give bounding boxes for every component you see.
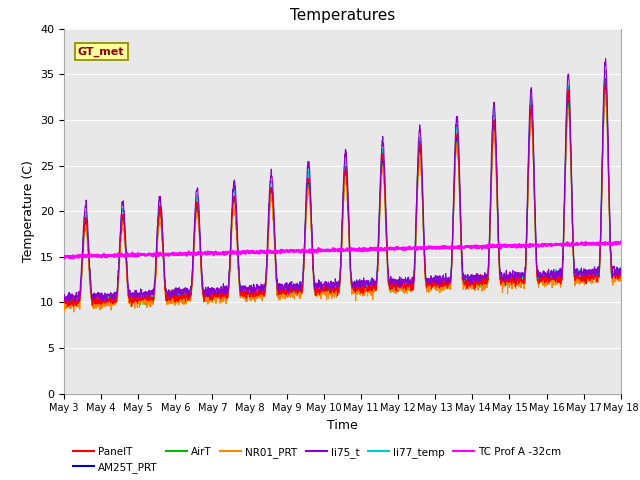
Title: Temperatures: Temperatures (290, 9, 395, 24)
Y-axis label: Temperature (C): Temperature (C) (22, 160, 35, 262)
X-axis label: Time: Time (327, 419, 358, 432)
Legend: PanelT, AM25T_PRT, AirT, NR01_PRT, li75_t, li77_temp, TC Prof A -32cm: PanelT, AM25T_PRT, AirT, NR01_PRT, li75_… (69, 443, 565, 477)
Text: GT_met: GT_met (78, 47, 124, 57)
